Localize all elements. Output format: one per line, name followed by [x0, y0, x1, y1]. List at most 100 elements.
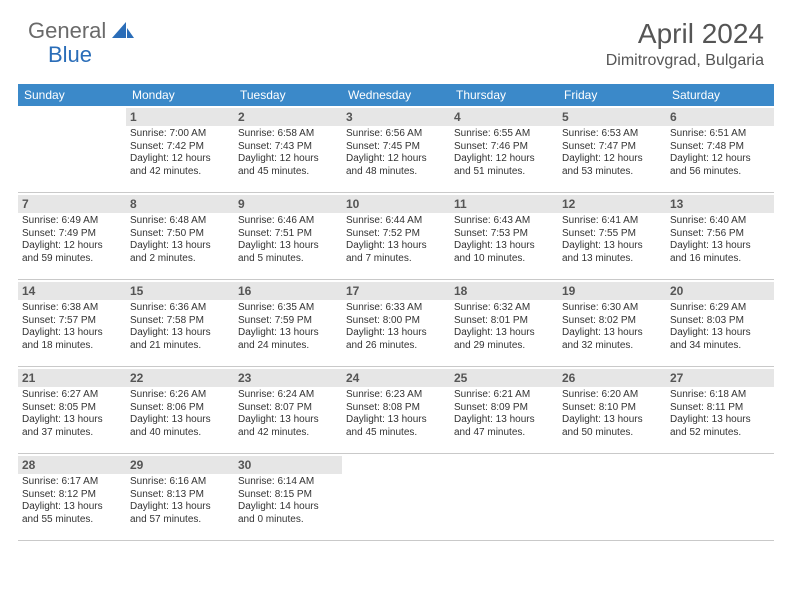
day-number: 13: [666, 195, 774, 213]
day-number: 15: [126, 282, 234, 300]
day-cell: [558, 454, 666, 541]
sunrise-line: Sunrise: 6:27 AM: [22, 389, 122, 402]
daylight-line: Daylight: 13 hours and 24 minutes.: [238, 327, 338, 352]
calendar: SundayMondayTuesdayWednesdayThursdayFrid…: [18, 84, 774, 541]
sunrise-line: Sunrise: 6:23 AM: [346, 389, 446, 402]
day-number: 30: [234, 456, 342, 474]
daylight-line: Daylight: 13 hours and 47 minutes.: [454, 414, 554, 439]
daylight-line: Daylight: 13 hours and 29 minutes.: [454, 327, 554, 352]
day-number: 14: [18, 282, 126, 300]
day-cell: 5Sunrise: 6:53 AMSunset: 7:47 PMDaylight…: [558, 106, 666, 193]
daylight-line: Daylight: 13 hours and 40 minutes.: [130, 414, 230, 439]
sunrise-line: Sunrise: 6:41 AM: [562, 215, 662, 228]
daylight-line: Daylight: 12 hours and 45 minutes.: [238, 153, 338, 178]
daylight-line: Daylight: 12 hours and 53 minutes.: [562, 153, 662, 178]
day-cell: [666, 454, 774, 541]
sunrise-line: Sunrise: 6:17 AM: [22, 476, 122, 489]
sunset-line: Sunset: 8:15 PM: [238, 489, 338, 502]
daylight-line: Daylight: 13 hours and 52 minutes.: [670, 414, 770, 439]
sunrise-line: Sunrise: 6:14 AM: [238, 476, 338, 489]
day-cell: 25Sunrise: 6:21 AMSunset: 8:09 PMDayligh…: [450, 367, 558, 454]
daylight-line: Daylight: 12 hours and 42 minutes.: [130, 153, 230, 178]
day-number: 18: [450, 282, 558, 300]
dow-header: Friday: [558, 84, 666, 106]
day-number: 3: [342, 108, 450, 126]
sunset-line: Sunset: 8:07 PM: [238, 402, 338, 415]
logo-sail-icon: [112, 22, 134, 40]
daylight-line: Daylight: 13 hours and 5 minutes.: [238, 240, 338, 265]
daylight-line: Daylight: 13 hours and 42 minutes.: [238, 414, 338, 439]
day-number: 7: [18, 195, 126, 213]
sunset-line: Sunset: 7:58 PM: [130, 315, 230, 328]
day-cell: 2Sunrise: 6:58 AMSunset: 7:43 PMDaylight…: [234, 106, 342, 193]
week-row: 14Sunrise: 6:38 AMSunset: 7:57 PMDayligh…: [18, 280, 774, 367]
daylight-line: Daylight: 14 hours and 0 minutes.: [238, 501, 338, 526]
day-cell: 6Sunrise: 6:51 AMSunset: 7:48 PMDaylight…: [666, 106, 774, 193]
daylight-line: Daylight: 13 hours and 37 minutes.: [22, 414, 122, 439]
sunset-line: Sunset: 7:45 PM: [346, 141, 446, 154]
daylight-line: Daylight: 13 hours and 57 minutes.: [130, 501, 230, 526]
day-cell: 7Sunrise: 6:49 AMSunset: 7:49 PMDaylight…: [18, 193, 126, 280]
sunrise-line: Sunrise: 6:18 AM: [670, 389, 770, 402]
sunset-line: Sunset: 8:08 PM: [346, 402, 446, 415]
day-cell: 29Sunrise: 6:16 AMSunset: 8:13 PMDayligh…: [126, 454, 234, 541]
sunset-line: Sunset: 7:57 PM: [22, 315, 122, 328]
sunrise-line: Sunrise: 6:58 AM: [238, 128, 338, 141]
sunset-line: Sunset: 8:11 PM: [670, 402, 770, 415]
sunset-line: Sunset: 8:10 PM: [562, 402, 662, 415]
sunset-line: Sunset: 7:43 PM: [238, 141, 338, 154]
sunset-line: Sunset: 8:03 PM: [670, 315, 770, 328]
day-cell: 20Sunrise: 6:29 AMSunset: 8:03 PMDayligh…: [666, 280, 774, 367]
day-number: 5: [558, 108, 666, 126]
dow-header: Tuesday: [234, 84, 342, 106]
sunset-line: Sunset: 8:00 PM: [346, 315, 446, 328]
day-cell: 15Sunrise: 6:36 AMSunset: 7:58 PMDayligh…: [126, 280, 234, 367]
sunrise-line: Sunrise: 6:56 AM: [346, 128, 446, 141]
day-cell: 10Sunrise: 6:44 AMSunset: 7:52 PMDayligh…: [342, 193, 450, 280]
daylight-line: Daylight: 13 hours and 10 minutes.: [454, 240, 554, 265]
dow-header: Thursday: [450, 84, 558, 106]
sunrise-line: Sunrise: 6:24 AM: [238, 389, 338, 402]
daylight-line: Daylight: 13 hours and 55 minutes.: [22, 501, 122, 526]
day-number: 6: [666, 108, 774, 126]
daylight-line: Daylight: 13 hours and 45 minutes.: [346, 414, 446, 439]
logo-text-general: General: [28, 18, 106, 44]
sunset-line: Sunset: 7:59 PM: [238, 315, 338, 328]
day-number: 26: [558, 369, 666, 387]
day-number: 24: [342, 369, 450, 387]
header: General Blue April 2024 Dimitrovgrad, Bu…: [0, 0, 792, 78]
day-cell: 12Sunrise: 6:41 AMSunset: 7:55 PMDayligh…: [558, 193, 666, 280]
sunrise-line: Sunrise: 6:55 AM: [454, 128, 554, 141]
sunrise-line: Sunrise: 6:21 AM: [454, 389, 554, 402]
day-cell: 17Sunrise: 6:33 AMSunset: 8:00 PMDayligh…: [342, 280, 450, 367]
day-cell: [18, 106, 126, 193]
day-number: 23: [234, 369, 342, 387]
day-number: 27: [666, 369, 774, 387]
sunrise-line: Sunrise: 6:29 AM: [670, 302, 770, 315]
day-cell: 4Sunrise: 6:55 AMSunset: 7:46 PMDaylight…: [450, 106, 558, 193]
day-cell: 30 Sunrise: 6:14 AMSunset: 8:15 PMDayligh…: [234, 454, 342, 541]
sunset-line: Sunset: 8:06 PM: [130, 402, 230, 415]
day-cell: 1Sunrise: 7:00 AMSunset: 7:42 PMDaylight…: [126, 106, 234, 193]
dow-header: Sunday: [18, 84, 126, 106]
location: Dimitrovgrad, Bulgaria: [606, 52, 764, 70]
sunrise-line: Sunrise: 6:46 AM: [238, 215, 338, 228]
sunrise-line: Sunrise: 6:20 AM: [562, 389, 662, 402]
sunset-line: Sunset: 7:56 PM: [670, 228, 770, 241]
day-number: 25: [450, 369, 558, 387]
day-cell: 8Sunrise: 6:48 AMSunset: 7:50 PMDaylight…: [126, 193, 234, 280]
sunset-line: Sunset: 7:47 PM: [562, 141, 662, 154]
day-cell: 3Sunrise: 6:56 AMSunset: 7:45 PMDaylight…: [342, 106, 450, 193]
sunset-line: Sunset: 7:53 PM: [454, 228, 554, 241]
day-cell: 24 Sunrise: 6:23 AMSunset: 8:08 PMDayligh…: [342, 367, 450, 454]
day-number: 20: [666, 282, 774, 300]
day-cell: 11Sunrise: 6:43 AMSunset: 7:53 PMDayligh…: [450, 193, 558, 280]
daylight-line: Daylight: 13 hours and 2 minutes.: [130, 240, 230, 265]
sunrise-line: Sunrise: 6:33 AM: [346, 302, 446, 315]
daylight-line: Daylight: 13 hours and 7 minutes.: [346, 240, 446, 265]
week-row: 21Sunrise: 6:27 AMSunset: 8:05 PMDayligh…: [18, 367, 774, 454]
week-row: 28Sunrise: 6:17 AMSunset: 8:12 PMDayligh…: [18, 454, 774, 541]
day-number: 21: [18, 369, 126, 387]
day-number: 9: [234, 195, 342, 213]
sunset-line: Sunset: 8:05 PM: [22, 402, 122, 415]
